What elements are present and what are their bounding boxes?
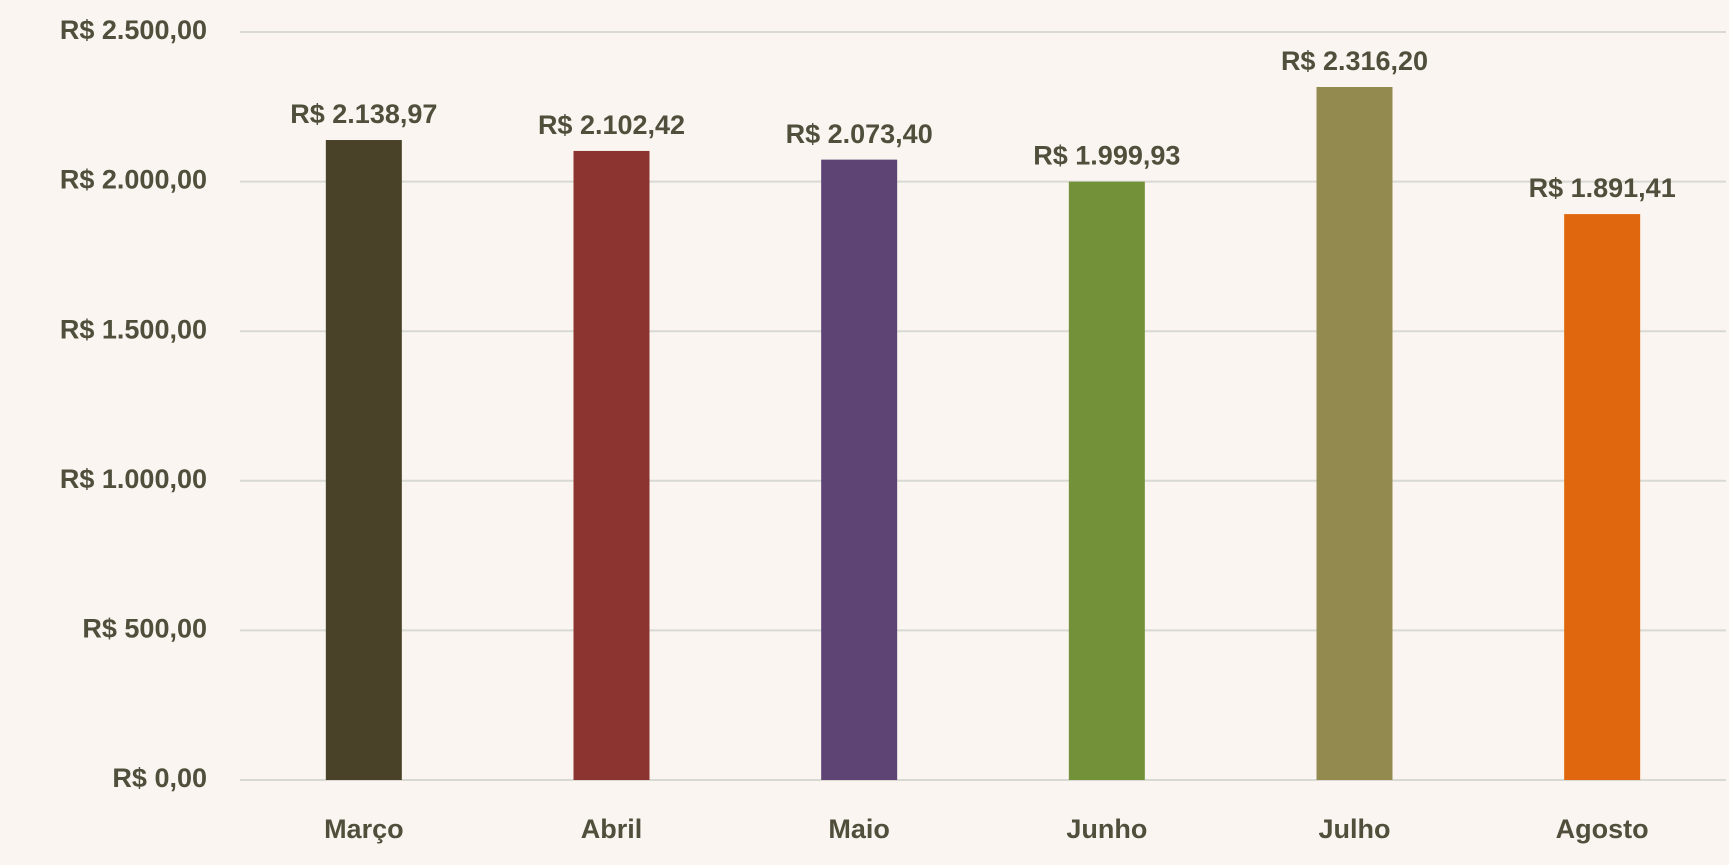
x-tick-label: Agosto [1556,814,1649,844]
bar [821,159,898,780]
data-label: R$ 2.073,40 [786,119,933,149]
y-tick-label: R$ 2.000,00 [60,165,207,195]
bar [325,140,402,781]
x-tick-label: Março [324,814,404,844]
data-label: R$ 2.102,42 [538,110,685,140]
data-label: R$ 2.138,97 [290,99,437,129]
data-label: R$ 2.316,20 [1281,46,1428,76]
x-tick-label: Maio [828,814,890,844]
y-tick-label: R$ 1.500,00 [60,314,207,344]
data-label: R$ 1.999,93 [1033,141,1180,171]
bar [1316,86,1393,780]
bar [1564,214,1641,780]
bar [573,150,650,780]
x-tick-label: Abril [581,814,643,844]
y-tick-label: R$ 500,00 [82,614,207,644]
x-tick-label: Junho [1066,814,1147,844]
y-tick-label: R$ 1.000,00 [60,464,207,494]
data-label: R$ 1.891,41 [1529,173,1676,203]
y-tick-label: R$ 2.500,00 [60,15,207,45]
bar [1068,181,1145,780]
y-tick-label: R$ 0,00 [112,763,207,793]
x-tick-label: Julho [1319,814,1391,844]
